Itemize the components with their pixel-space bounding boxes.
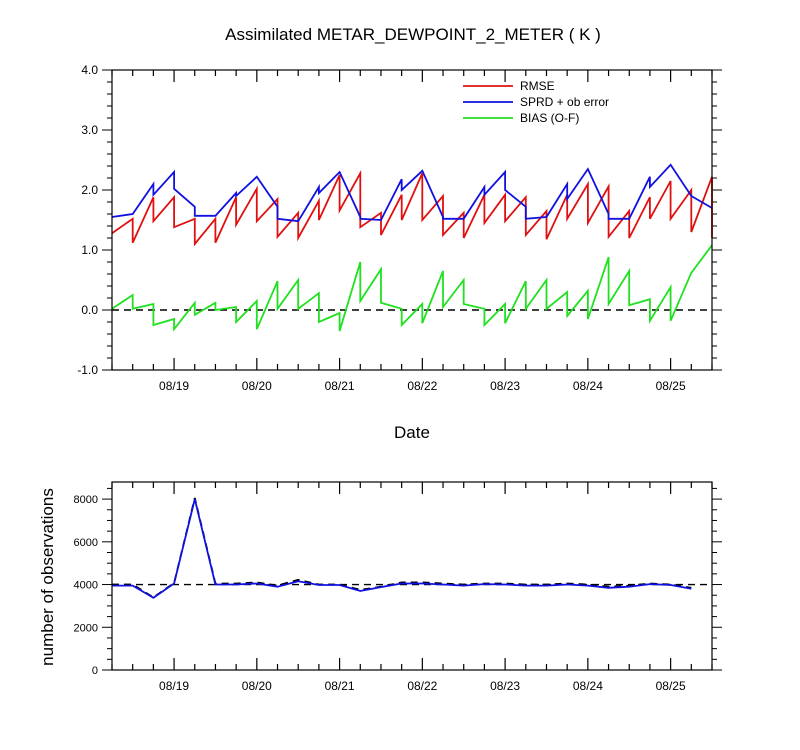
x-tick-label: 08/25 [656,679,686,693]
bottom-x-tick-labels: 08/19 08/20 08/21 08/22 08/23 08/24 08/25 [159,679,686,693]
y-tick-label: 8000 [74,494,98,506]
y-tick-label: 4000 [74,580,98,592]
x-tick-label: 08/21 [325,679,355,693]
series-line-bias-o-f [111,244,713,332]
top-series [111,163,713,332]
y-tick-label: 2.0 [81,183,98,197]
bottom-series [112,497,692,599]
legend-label: RMSE [520,79,555,93]
top-y-tick-labels: -1.0 0.0 1.0 2.0 3.0 4.0 [77,63,98,377]
legend: RMSE SPRD + ob error BIAS (O-F) [463,79,609,125]
y-tick-label: 2000 [74,622,98,634]
x-axis-label: Date [394,423,430,442]
series-line-series-2 [112,498,692,599]
y-tick-label: 0.0 [81,303,98,317]
y-tick-label: 1.0 [81,243,98,257]
series-line-sprd-ob-error [111,163,713,223]
x-tick-label: 08/23 [490,379,520,393]
x-tick-label: 08/19 [159,679,189,693]
series-line-rmse [111,169,713,247]
top-x-tick-labels: 08/19 08/20 08/21 08/22 08/23 08/24 08/25 [159,379,686,393]
x-tick-label: 08/20 [242,679,272,693]
top-chart: Assimilated METAR_DEWPOINT_2_METER ( K )… [77,25,722,442]
y-tick-label: 3.0 [81,123,98,137]
y-tick-label: 4.0 [81,63,98,77]
x-tick-label: 08/22 [407,679,437,693]
bottom-y-tick-labels: 0 2000 4000 6000 8000 [74,494,98,677]
x-tick-label: 08/19 [159,379,189,393]
top-ticks [102,69,722,371]
x-tick-label: 08/22 [407,379,437,393]
y-axis-label: number of observations [38,488,57,666]
x-tick-label: 08/25 [656,379,686,393]
x-tick-label: 08/24 [573,679,603,693]
chart-title: Assimilated METAR_DEWPOINT_2_METER ( K ) [225,25,601,44]
y-tick-label: -1.0 [77,363,98,377]
y-tick-label: 6000 [74,537,98,549]
x-tick-label: 08/24 [573,379,603,393]
legend-label: SPRD + ob error [520,95,609,109]
top-plot-frame [111,69,713,371]
legend-label: BIAS (O-F) [520,111,579,125]
y-tick-label: 0 [92,665,98,677]
bottom-ticks [102,482,722,671]
x-tick-label: 08/21 [325,379,355,393]
x-tick-label: 08/23 [490,679,520,693]
x-tick-label: 08/20 [242,379,272,393]
bottom-plot-frame [111,481,713,671]
